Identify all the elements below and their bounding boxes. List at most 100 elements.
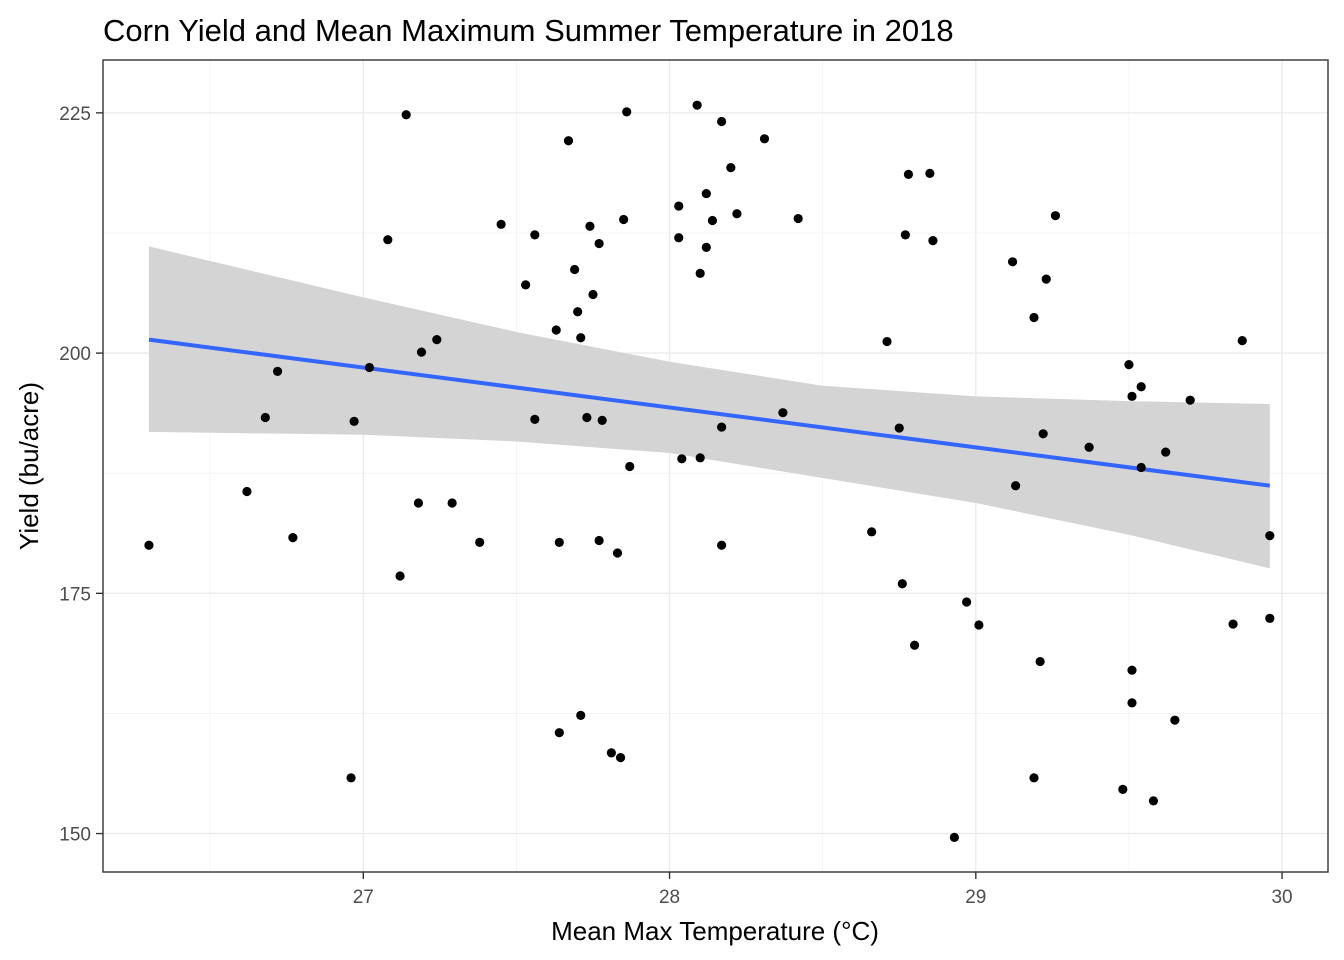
x-tick-label: 30 [1271,887,1292,908]
data-point [576,710,586,720]
data-point [717,540,727,550]
data-point [615,753,626,763]
points-layer [144,100,1275,843]
data-point [622,107,632,117]
data-point [554,537,564,547]
data-point [288,532,298,543]
x-tick-label: 28 [659,887,680,908]
data-point [1038,429,1048,439]
data-point [1035,656,1045,667]
data-point [726,163,736,173]
data-point [903,169,914,179]
data-point [612,548,623,558]
data-point [573,307,583,317]
chart-title: Corn Yield and Mean Maximum Summer Tempe… [103,13,954,48]
data-point [909,640,920,650]
data-point [401,110,411,120]
x-axis: 27 28 29 30 [353,872,1293,908]
data-point [585,221,595,231]
y-tick-label: 200 [59,344,91,365]
data-point [867,527,877,537]
data-point [717,116,727,127]
confidence-band-layer [148,246,1270,569]
x-tick-label: 27 [353,887,374,908]
data-point [674,233,684,243]
y-tick-label: 175 [59,584,91,605]
data-point [346,773,356,783]
data-point [1127,698,1137,708]
data-point [530,414,540,424]
data-point [1237,335,1247,346]
data-point [778,408,788,418]
data-point [759,134,770,144]
regression-line [148,337,1271,488]
data-point [1170,715,1180,725]
data-point [597,415,607,425]
data-point [395,571,405,581]
data-point [432,335,442,345]
data-point [949,832,959,843]
data-point [570,264,580,275]
x-axis-title: Mean Max Temperature (°C) [551,916,879,946]
data-point [1007,257,1018,267]
data-point [701,242,711,252]
data-point [496,219,506,229]
data-point [1127,665,1137,675]
data-point [1185,395,1195,405]
data-point [1265,613,1275,623]
data-point [692,100,702,110]
data-point [447,498,457,508]
data-point [606,748,616,758]
data-point [900,230,910,240]
data-point [242,486,252,497]
data-point [717,422,727,432]
data-point [383,235,393,245]
y-axis-title: Yield (bu/acre) [14,382,44,550]
data-point [928,236,938,246]
data-point [1148,796,1159,806]
data-point [554,728,564,738]
data-point [1029,312,1039,323]
data-point [1029,773,1039,783]
data-point [1136,382,1146,392]
data-point [925,168,935,178]
y-tick-label: 225 [59,104,91,125]
panel-border [102,59,1329,873]
data-point [619,214,629,225]
data-point [582,412,592,423]
data-point [1011,481,1021,491]
x-tick-label: 29 [965,887,986,908]
data-point [1265,531,1275,541]
data-point [144,540,154,550]
data-point [260,412,270,423]
data-point [882,336,892,347]
data-point [272,366,283,376]
data-point [1041,274,1051,284]
data-point [416,347,427,357]
data-point [625,461,635,472]
data-point [695,453,705,463]
data-point [793,213,803,224]
data-point [563,136,574,146]
data-point [1084,442,1094,452]
data-point [677,454,687,464]
data-point [349,416,359,426]
data-point [707,215,718,226]
data-point [594,238,604,249]
data-point [521,280,531,290]
data-point [897,579,907,589]
data-point [674,201,684,211]
data-point [475,537,485,547]
data-point [1118,784,1128,794]
data-point [974,620,984,630]
data-point [588,289,598,300]
data-point [1161,447,1171,457]
data-point [1124,360,1134,370]
data-point [594,535,604,546]
data-point [551,325,561,335]
y-tick-label: 150 [59,825,91,846]
data-point [695,268,705,278]
confidence-band [148,246,1270,569]
data-point [732,209,742,219]
